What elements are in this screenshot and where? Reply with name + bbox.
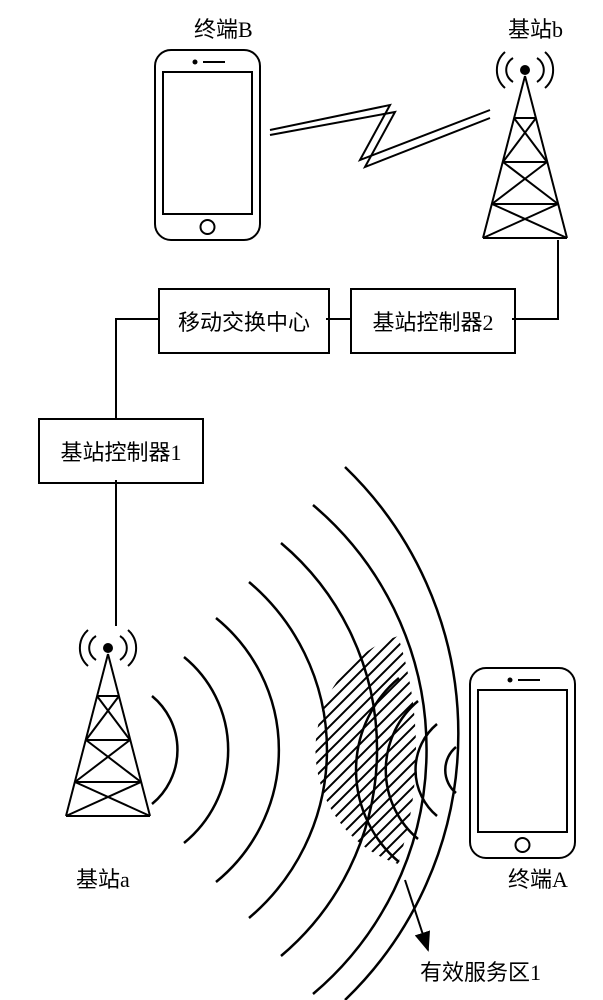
phone-terminal-a-icon [470, 668, 575, 858]
bsc2-box: 基站控制器2 [350, 288, 516, 354]
basestation-b-label: 基站b [508, 12, 563, 44]
bsc1-label: 基站控制器1 [60, 435, 181, 467]
wireless-link-icon [270, 105, 490, 167]
tower-a-icon [66, 630, 150, 816]
terminal-b-label: 终端B [194, 12, 253, 44]
msc-box: 移动交换中心 [158, 288, 330, 354]
terminal-a-label: 终端A [508, 862, 568, 894]
service-area-label: 有效服务区1 [420, 955, 541, 987]
phone-terminal-b-icon [155, 50, 260, 240]
waves-tower-a [152, 467, 458, 1000]
msc-label: 移动交换中心 [178, 305, 310, 337]
service-area-overlap [315, 636, 416, 864]
basestation-a-label: 基站a [76, 862, 130, 894]
service-area-arrow [405, 880, 428, 950]
bsc1-box: 基站控制器1 [38, 418, 204, 484]
waves-terminal-a [356, 678, 456, 862]
diagram-svg [0, 0, 603, 1000]
bsc2-label: 基站控制器2 [372, 305, 493, 337]
tower-b-icon [483, 52, 567, 238]
